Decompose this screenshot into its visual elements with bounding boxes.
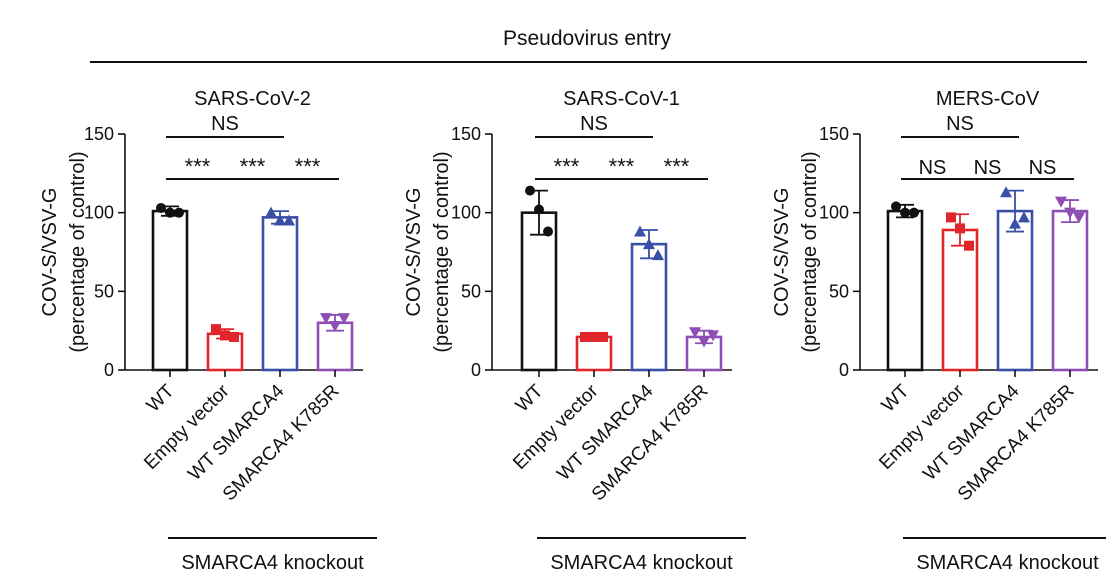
x-tick-label: WT SMARCA4 — [184, 380, 288, 484]
bar-1 — [151, 209, 189, 372]
y-axis-label-line2: (percentage of control) — [431, 151, 453, 352]
significance-label: *** — [240, 154, 266, 179]
y-tick-label: 150 — [84, 124, 114, 144]
data-point — [543, 226, 553, 237]
y-axis-label: COV-S/VSV-G (percentage of control) — [771, 151, 821, 352]
data-point — [211, 324, 221, 335]
group-label: SMARCA4 knockout — [550, 552, 733, 572]
bar-3 — [261, 216, 299, 372]
significance-label: *** — [185, 154, 211, 179]
group-label: SMARCA4 knockout — [181, 552, 364, 572]
data-point — [265, 206, 277, 218]
chart-panel-2: SARS-CoV-1 COV-S/VSV-G (percentage of cont… — [403, 88, 746, 572]
x-tick-label: WT SMARCA4 — [553, 380, 657, 484]
y-tick-label: 100 — [819, 203, 849, 223]
y-axis-label: COV-S/VSV-G (percentage of control) — [39, 151, 89, 352]
significance-label: *** — [295, 154, 321, 179]
data-point — [707, 330, 719, 342]
x-tick-label: WT — [878, 380, 914, 416]
significance-label: NS — [580, 113, 608, 135]
bar-4 — [1051, 209, 1089, 372]
y-tick-label: 50 — [94, 281, 114, 301]
group-label: SMARCA4 knockout — [916, 552, 1099, 572]
data-point — [156, 202, 166, 213]
bar-1 — [886, 209, 924, 372]
data-point — [946, 212, 956, 223]
data-point — [652, 249, 664, 261]
chart-panel-1: SARS-CoV-2 COV-S/VSV-G (percentage of cont… — [39, 88, 377, 572]
bar-1 — [520, 211, 558, 372]
significance-label: NS — [211, 113, 239, 135]
data-point — [338, 313, 350, 325]
significance-label: NS — [1029, 157, 1057, 179]
data-point — [598, 331, 608, 342]
figure-header: Pseudovirus entry — [503, 27, 672, 50]
data-point — [689, 327, 701, 339]
data-point — [165, 207, 175, 218]
x-tick-label: WT SMARCA4 — [919, 380, 1023, 484]
y-tick-label: 100 — [84, 203, 114, 223]
data-point — [589, 331, 599, 342]
y-tick-label: 0 — [839, 360, 849, 380]
y-axis-label-line1: COV-S/VSV-G — [403, 188, 425, 317]
data-point — [634, 225, 646, 237]
data-point — [900, 207, 910, 218]
significance-label: NS — [974, 157, 1002, 179]
data-point — [1064, 207, 1076, 219]
chart-panel-3: MERS-CoV COV-S/VSV-G (percentage of contro… — [771, 88, 1106, 572]
chart-title: SARS-CoV-1 — [563, 88, 680, 110]
significance-label: NS — [919, 157, 947, 179]
chart-panels: SARS-CoV-2 COV-S/VSV-G (percentage of cont… — [39, 88, 1106, 572]
y-axis-label-line2: (percentage of control) — [67, 151, 89, 352]
data-point — [964, 240, 974, 251]
data-point — [580, 331, 590, 342]
significance-label: NS — [946, 113, 974, 135]
y-tick-label: 150 — [819, 124, 849, 144]
data-point — [698, 336, 710, 348]
y-axis-label-line1: COV-S/VSV-G — [771, 188, 793, 317]
chart-title: SARS-CoV-2 — [194, 88, 311, 110]
data-point — [1018, 211, 1030, 223]
data-point — [534, 204, 544, 215]
x-tick-label: WT — [143, 380, 179, 416]
data-point — [955, 223, 965, 234]
y-tick-label: 50 — [461, 281, 481, 301]
y-tick-label: 100 — [451, 203, 481, 223]
significance-label: *** — [609, 154, 635, 179]
data-point — [274, 214, 286, 226]
data-point — [1055, 196, 1067, 208]
data-point — [525, 185, 535, 196]
data-point — [1000, 186, 1012, 198]
y-axis-label-line1: COV-S/VSV-G — [39, 188, 61, 317]
bar-2 — [575, 335, 613, 372]
bar-2 — [941, 228, 979, 372]
data-point — [283, 214, 295, 226]
y-axis-label: COV-S/VSV-G (percentage of control) — [403, 151, 453, 352]
y-axis-label-line2: (percentage of control) — [799, 151, 821, 352]
significance-label: *** — [554, 154, 580, 179]
x-tick-label: WT — [512, 380, 548, 416]
bar-3 — [630, 242, 668, 372]
data-point — [1009, 217, 1021, 229]
data-point — [329, 320, 341, 332]
data-point — [643, 238, 655, 250]
bar-3 — [996, 209, 1034, 372]
data-point — [1073, 212, 1085, 224]
y-tick-label: 0 — [471, 360, 481, 380]
data-point — [891, 201, 901, 212]
data-point — [174, 207, 184, 218]
data-point — [320, 313, 332, 325]
data-point — [909, 207, 919, 218]
y-tick-label: 150 — [451, 124, 481, 144]
y-tick-label: 0 — [104, 360, 114, 380]
data-point — [220, 330, 230, 341]
chart-title: MERS-CoV — [936, 88, 1040, 110]
significance-label: *** — [664, 154, 690, 179]
data-point — [229, 331, 239, 342]
y-tick-label: 50 — [829, 281, 849, 301]
